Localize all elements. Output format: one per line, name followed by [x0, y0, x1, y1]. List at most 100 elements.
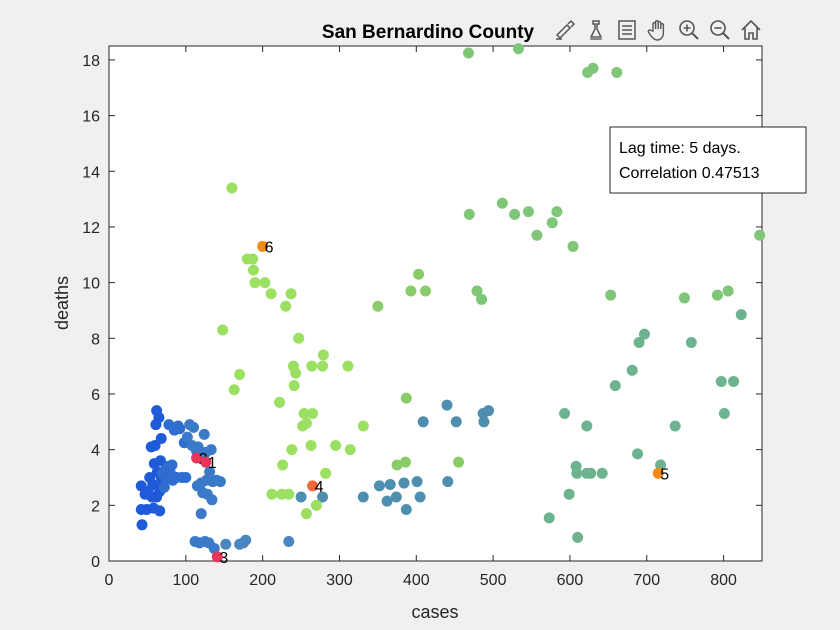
data-point — [722, 285, 734, 297]
data-point — [158, 481, 170, 493]
data-point — [180, 471, 192, 483]
data-point — [153, 412, 165, 424]
data-point — [290, 367, 302, 379]
data-point — [585, 467, 597, 479]
data-point — [259, 277, 271, 289]
data-point — [247, 253, 259, 265]
data-point — [344, 444, 356, 456]
data-point — [280, 300, 292, 312]
x-tick-label: 400 — [403, 572, 430, 589]
data-point — [317, 360, 329, 372]
x-tick-label: 600 — [557, 572, 584, 589]
data-point — [638, 328, 650, 340]
data-point — [605, 289, 617, 301]
data-point — [174, 423, 186, 435]
data-point — [728, 375, 740, 387]
data-points: 213465 — [135, 43, 766, 567]
data-point — [136, 519, 148, 531]
data-point — [652, 467, 664, 479]
data-point — [563, 488, 575, 500]
data-point — [181, 431, 193, 443]
y-axis-label: deaths — [52, 276, 72, 330]
x-tick-label: 200 — [249, 572, 276, 589]
data-point — [372, 300, 384, 312]
zoom-in-icon[interactable] — [674, 16, 703, 44]
data-point — [655, 459, 667, 471]
data-point — [669, 420, 681, 432]
data-point — [715, 375, 727, 387]
data-point — [192, 441, 204, 453]
data-point — [411, 476, 423, 488]
data-point — [265, 288, 277, 300]
legend-icon[interactable] — [612, 16, 641, 44]
data-point — [450, 416, 462, 428]
data-cursor-icon[interactable] — [581, 16, 610, 44]
y-tick-label: 16 — [82, 109, 100, 126]
y-tick-label: 18 — [82, 53, 100, 70]
data-point — [300, 508, 312, 520]
data-point — [357, 491, 369, 503]
data-point — [405, 285, 417, 297]
annotation-line-1: Lag time: 5 days. — [619, 140, 741, 157]
brush-icon[interactable] — [550, 16, 579, 44]
data-point — [200, 456, 212, 468]
data-point — [305, 439, 317, 451]
data-point — [307, 407, 319, 419]
data-point — [632, 448, 644, 460]
data-point — [581, 420, 593, 432]
data-point — [551, 206, 563, 218]
annotation-frame — [609, 126, 807, 194]
data-point — [609, 380, 621, 392]
data-point — [754, 229, 766, 241]
data-point — [330, 439, 342, 451]
x-tick-label: 300 — [326, 572, 353, 589]
data-point — [249, 277, 261, 289]
x-axis-label: cases — [411, 602, 458, 622]
data-point — [300, 417, 312, 429]
data-point — [198, 428, 210, 440]
data-point — [211, 551, 223, 563]
data-point — [283, 488, 295, 500]
point-label: 1 — [208, 455, 217, 472]
data-point — [277, 459, 289, 471]
data-point — [384, 478, 396, 490]
data-point — [205, 444, 217, 456]
data-point — [373, 480, 385, 492]
x-tick-label: 100 — [172, 572, 199, 589]
data-point — [463, 208, 475, 220]
data-point — [711, 289, 723, 301]
point-label: 6 — [265, 239, 274, 256]
home-icon[interactable] — [736, 16, 765, 44]
data-point — [306, 360, 318, 372]
y-tick-label: 8 — [91, 331, 100, 348]
data-point — [288, 380, 300, 392]
zoom-out-icon[interactable] — [705, 16, 734, 44]
data-point — [214, 476, 226, 488]
data-point — [234, 368, 246, 380]
data-point — [678, 292, 690, 304]
y-tick-label: 14 — [82, 164, 100, 181]
data-point — [285, 288, 297, 300]
data-point — [572, 531, 584, 543]
chart-title: San Bernardino County — [322, 22, 535, 43]
data-point — [587, 62, 599, 74]
data-point — [543, 512, 555, 524]
data-point — [413, 268, 425, 280]
data-point — [257, 240, 269, 252]
data-point — [512, 43, 524, 55]
data-point — [509, 208, 521, 220]
pan-hand-icon[interactable] — [643, 16, 672, 44]
y-tick-label: 6 — [91, 387, 100, 404]
data-point — [204, 466, 216, 478]
data-point — [154, 505, 166, 517]
data-point — [522, 206, 534, 218]
data-point — [571, 467, 583, 479]
data-point — [342, 360, 354, 372]
point-label: 5 — [660, 466, 669, 483]
data-point — [320, 467, 332, 479]
axes-toolbar — [550, 16, 765, 44]
data-point — [611, 66, 623, 78]
data-point — [220, 538, 232, 550]
